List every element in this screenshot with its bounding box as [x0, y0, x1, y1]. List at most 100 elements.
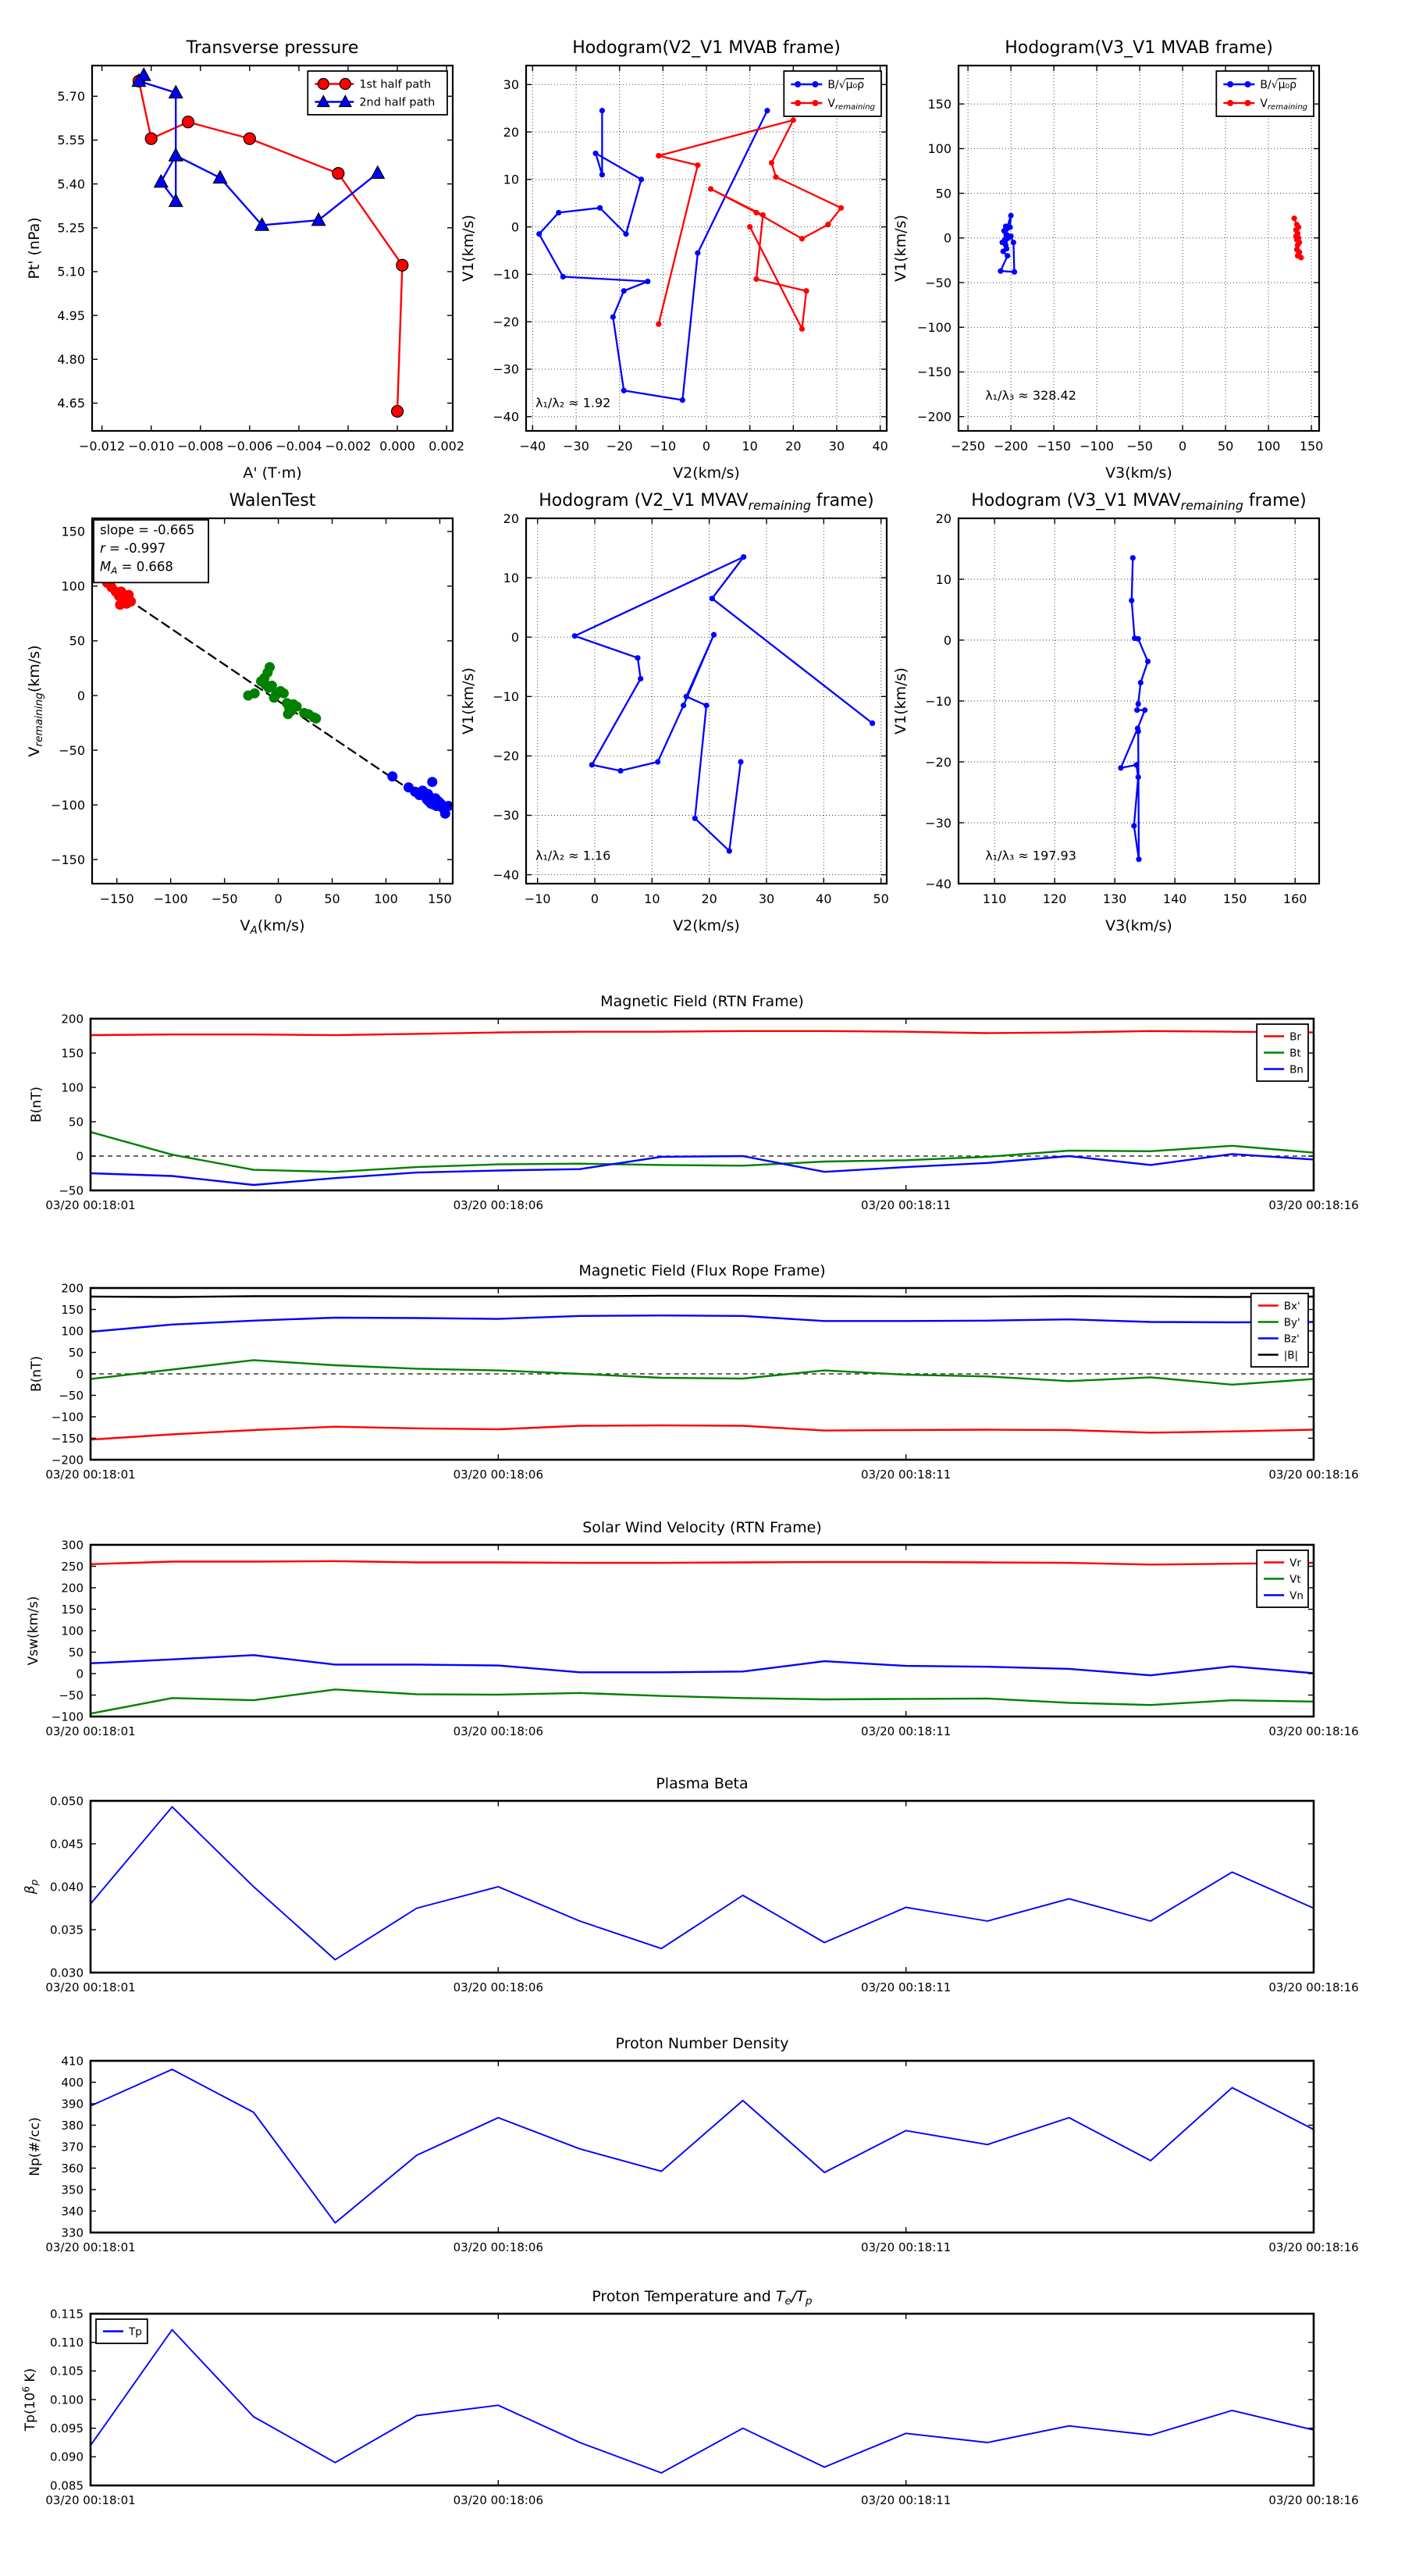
y-tick-label: 10 [503, 571, 519, 585]
y-tick-label: 50 [936, 186, 951, 201]
legend [307, 70, 448, 116]
legend-label: Vremaining [827, 98, 875, 112]
y-tick-label: 0 [511, 630, 519, 645]
x-tick-label: 50 [324, 891, 340, 906]
y-tick-label: 0.050 [50, 1794, 84, 1808]
x-tick-label: 03/20 00:18:01 [45, 1198, 135, 1212]
y-tick-label: 5.40 [57, 176, 85, 191]
chart-title: Magnetic Field (Flux Rope Frame) [578, 1262, 825, 1279]
y-axis-label: Np(#/cc) [27, 2117, 43, 2176]
x-tick-label: 03/20 00:18:16 [1268, 1198, 1358, 1212]
annotation: λ₁/λ₃ ≈ 328.42 [985, 388, 1076, 403]
series-Np [90, 2069, 1314, 2224]
y-tick-label: −150 [917, 365, 951, 379]
x-tick-label: −50 [1126, 439, 1153, 454]
chart-title: Hodogram (V2_V1 MVAVremaining frame) [539, 491, 873, 513]
x-tick-label: −0.010 [128, 439, 174, 454]
x-tick-label: 40 [872, 439, 887, 454]
y-tick-label: 340 [61, 2204, 84, 2218]
legend-label: B/√μ₀ρ [1260, 79, 1297, 91]
y-tick-label: −10 [493, 689, 519, 704]
chart-solar-wind-velocity-rtn: 03/20 00:18:01 03/20 00:18:06 03/20 00:18:… [26, 1519, 1359, 1738]
y-axis-label: Vremaining(km/s) [26, 646, 45, 757]
legend [783, 70, 882, 117]
y-tick-label: 0.040 [50, 1880, 84, 1894]
y-tick-label: 5.55 [57, 133, 85, 148]
x-tick-label: 03/20 00:18:11 [861, 1724, 951, 1738]
y-tick-label: −50 [59, 1688, 84, 1703]
chart-title: WalenTest [229, 491, 316, 511]
y-tick-label: 4.65 [57, 396, 85, 411]
x-tick-label: −200 [994, 439, 1028, 454]
y-axis-label: Vsw(km/s) [26, 1596, 41, 1666]
y-tick-label: 150 [61, 1046, 84, 1060]
y-tick-label: 410 [61, 2054, 84, 2068]
chart-title: Hodogram(V3_V1 MVAB frame) [1005, 38, 1273, 58]
y-tick-label: 150 [61, 525, 85, 539]
y-tick-label: −200 [917, 409, 951, 424]
y-tick-label: 0.090 [50, 2450, 84, 2464]
chart-title: Transverse pressure [186, 38, 359, 58]
stats-line: r = -0.997 [100, 541, 165, 556]
y-axis-label: βp [23, 1879, 40, 1895]
chart-hodogram-v2v1-mvab: −40 −30 −20 −10 0 10 20 30 40 −40 −30 −20 −10 0 10 20 30… [460, 38, 888, 482]
y-tick-label: −150 [51, 852, 85, 867]
y-tick-label: 360 [61, 2161, 84, 2176]
series-Tp [90, 2329, 1314, 2474]
x-tick-label: 0 [591, 891, 599, 906]
x-axis-label: V2(km/s) [673, 917, 740, 934]
series-markers-V-remaining [656, 117, 845, 332]
y-tick-label: 10 [936, 572, 951, 587]
x-tick-label: 40 [816, 891, 831, 906]
y-tick-label: −50 [59, 1183, 84, 1197]
legend-label: Vt [1289, 1573, 1301, 1585]
series-markers-last-interval [387, 771, 454, 819]
y-tick-label: 4.95 [57, 308, 85, 323]
x-tick-label: 03/20 00:18:11 [861, 1980, 951, 1994]
x-tick-label: 100 [1257, 439, 1281, 454]
y-tick-label: 0 [76, 1667, 84, 1681]
x-tick-label: 30 [759, 891, 774, 906]
y-axis-label: Tp(106 K) [21, 2368, 38, 2432]
y-tick-label: 0.110 [50, 2336, 84, 2350]
chart-walen-test: −150 −100 −50 0 50 100 150 −150 −100 −50 0 50 100 150… [26, 491, 454, 937]
x-tick-label: −20 [606, 439, 633, 454]
y-tick-label: 150 [927, 97, 951, 112]
y-tick-label: 0 [76, 1367, 84, 1381]
x-tick-label: 100 [374, 891, 398, 906]
chart-title: Solar Wind Velocity (RTN Frame) [582, 1519, 822, 1536]
chart-hodogram-v2v1-mvav: −10 0 10 20 30 40 50 −40 −30 −20 −10 0 10 20 Hodogram … [460, 491, 889, 934]
y-axis-label: B(nT) [29, 1087, 44, 1123]
chart-title: Proton Number Density [616, 2035, 789, 2052]
series-V-remaining-path [574, 556, 873, 852]
x-tick-label: 03/20 00:18:16 [1268, 1980, 1358, 1994]
annotation: λ₁/λ₂ ≈ 1.92 [535, 396, 610, 411]
series-markers-middle-interval [243, 662, 322, 724]
chart-proton-number-density: 03/20 00:18:01 03/20 00:18:06 03/20 00:18:… [27, 2035, 1359, 2254]
series-markers-B-alfven [998, 212, 1018, 275]
y-tick-label: 50 [69, 1115, 84, 1129]
series-beta-p [90, 1806, 1314, 1961]
x-tick-label: 110 [983, 891, 1007, 906]
chart-plasma-beta: 03/20 00:18:01 03/20 00:18:06 03/20 00:18:… [23, 1775, 1359, 1994]
legend-label: Vn [1289, 1589, 1304, 1602]
x-tick-label: −150 [100, 891, 134, 906]
series-markers-V-remaining-path [1118, 555, 1151, 863]
series-markers-V-remaining-path [571, 553, 876, 854]
y-axis-label: V1(km/s) [460, 667, 477, 735]
y-tick-label: 0 [944, 633, 951, 648]
stats-line: MA = 0.668 [100, 559, 173, 576]
stats-box [93, 519, 209, 584]
x-tick-label: −50 [212, 891, 238, 906]
y-tick-label: 380 [61, 2119, 84, 2133]
y-tick-label: 0 [76, 1149, 84, 1163]
y-tick-label: 0.045 [50, 1837, 84, 1851]
y-tick-label: −150 [52, 1432, 84, 1446]
y-tick-label: 200 [61, 1581, 84, 1595]
series-Vn [90, 1654, 1314, 1677]
y-tick-label: −10 [925, 694, 951, 709]
x-tick-label: 50 [873, 891, 888, 906]
x-tick-label: 03/20 00:18:11 [861, 2240, 951, 2254]
x-tick-label: 03/20 00:18:06 [454, 1198, 543, 1212]
